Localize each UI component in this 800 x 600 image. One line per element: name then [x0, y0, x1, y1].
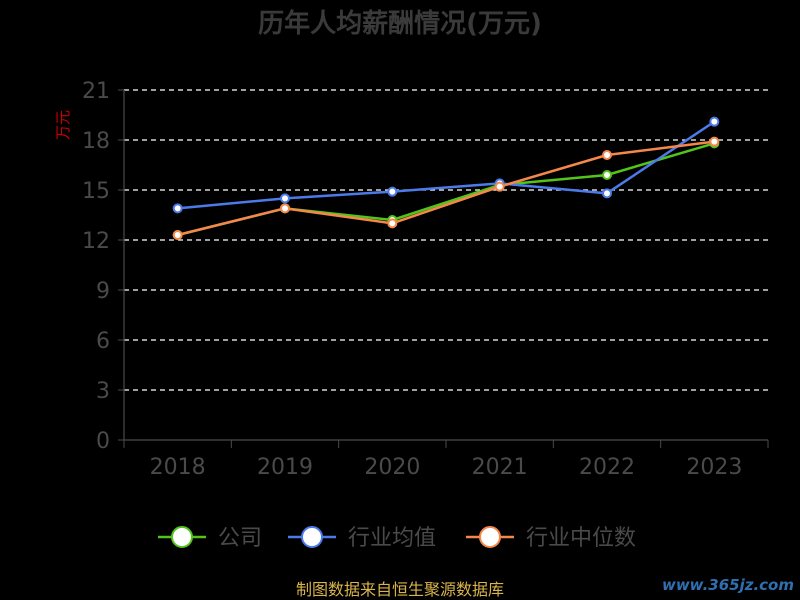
data-point-2[interactable] — [709, 136, 720, 147]
legend-label: 行业均值 — [348, 526, 436, 551]
y-tick-label: 0 — [96, 429, 110, 454]
source-note: 制图数据来自恒生聚源数据库 — [296, 580, 504, 599]
series-line-2 — [177, 140, 715, 237]
legend-item-0[interactable]: 公司 — [158, 526, 262, 551]
series-lines — [172, 116, 720, 240]
y-tick-label: 6 — [96, 329, 110, 354]
y-tick-label: 18 — [82, 129, 110, 154]
legend-item-2[interactable]: 行业中位数 — [466, 526, 636, 551]
data-point-2[interactable] — [280, 203, 290, 214]
grid-lines — [118, 89, 768, 441]
series-line-1 — [177, 120, 716, 210]
legend-swatch-marker — [171, 526, 193, 548]
x-tick-labels: 2018 2019 2020 2021 2022 2023 — [150, 455, 743, 480]
data-point-1[interactable] — [280, 193, 290, 204]
y-tick-label: 15 — [82, 179, 110, 204]
y-tick-label: 9 — [96, 279, 110, 304]
x-tick-label: 2019 — [257, 455, 313, 480]
series-line-0 — [177, 142, 715, 237]
data-point-1[interactable] — [172, 203, 183, 214]
y-tick-labels: 0 3 6 9 12 15 18 21 — [82, 79, 110, 454]
axes — [123, 90, 769, 448]
x-tick-label: 2022 — [579, 455, 635, 480]
y-tick-label: 12 — [82, 229, 110, 254]
data-point-1[interactable] — [387, 186, 398, 197]
watermark: www.365jz.com — [662, 576, 794, 594]
legend[interactable]: 公司 行业均值 行业中位数 — [158, 526, 636, 551]
data-point-0[interactable] — [602, 170, 612, 180]
data-point-2[interactable] — [387, 218, 398, 229]
data-point-1[interactable] — [602, 188, 612, 199]
data-point-2[interactable] — [494, 181, 505, 192]
legend-swatch-marker — [479, 526, 501, 548]
legend-swatch-marker — [301, 526, 323, 548]
legend-label: 公司 — [218, 526, 262, 551]
data-point-2[interactable] — [172, 230, 183, 240]
data-point-2[interactable] — [602, 150, 612, 160]
chart-title: 历年人均薪酬情况(万元) — [258, 8, 542, 39]
x-tick-label: 2021 — [472, 455, 528, 480]
legend-label: 行业中位数 — [526, 526, 636, 551]
y-tick-label: 21 — [82, 79, 110, 104]
x-tick-label: 2018 — [150, 455, 206, 480]
data-point-1[interactable] — [709, 116, 720, 127]
legend-item-1[interactable]: 行业均值 — [288, 526, 436, 551]
y-tick-label: 3 — [96, 379, 110, 404]
x-tick-label: 2023 — [686, 455, 742, 480]
x-tick-label: 2020 — [364, 455, 420, 480]
y-axis-unit-label: 万元 — [54, 110, 72, 140]
